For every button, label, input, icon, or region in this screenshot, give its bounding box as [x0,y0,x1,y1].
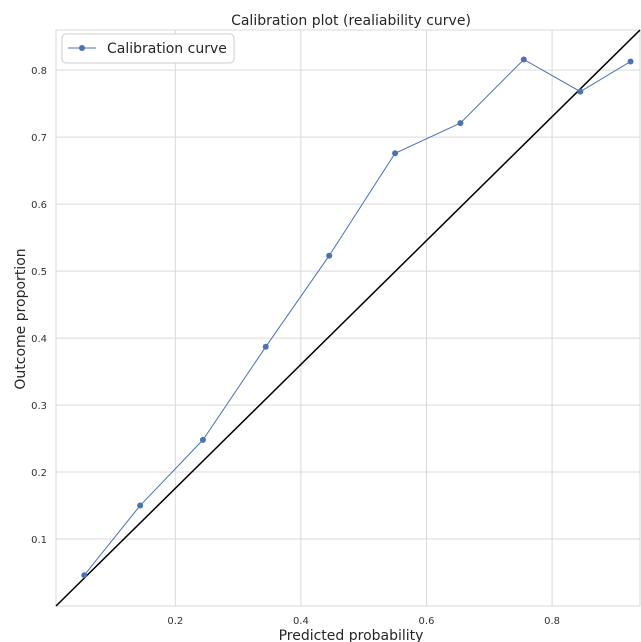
calibration-point [326,252,333,259]
y-tick-label: 0.3 [31,401,47,412]
calibration-point [392,150,399,157]
calibration-point [520,56,527,63]
legend-box [61,33,235,64]
plot-frame [55,29,641,607]
y-tick-label: 0.2 [31,468,47,479]
y-tick-label: 0.8 [31,66,47,77]
calibration-point [577,88,584,95]
y-tick-label: 0.4 [31,334,47,345]
y-tick-labels: 0.1 0.2 0.3 0.4 0.5 0.6 0.7 0.8 [31,66,47,546]
perfect-calibration-line [55,29,641,607]
x-tick-labels: 0.2 0.4 0.6 0.8 [167,616,560,627]
y-tick-label: 0.7 [31,133,47,144]
chart-title: Calibration plot (realiability curve) [231,13,471,29]
legend-marker [79,45,85,51]
calibration-point [137,502,144,509]
calibration-point [81,572,88,579]
legend: Calibration curve [61,33,235,64]
grid [56,30,640,606]
y-tick-label: 0.1 [31,535,47,546]
y-axis-label: Outcome proportion [13,248,29,389]
y-tick-label: 0.6 [31,200,47,211]
reference-line-layer [55,29,641,607]
x-axis-label: Predicted probability [279,628,424,642]
x-tick-label: 0.6 [419,616,435,627]
x-tick-label: 0.2 [167,616,183,627]
y-tick-label: 0.5 [31,267,47,278]
calibration-point [627,58,634,65]
calibration-point [262,343,269,350]
x-tick-label: 0.4 [293,616,309,627]
legend-label: Calibration curve [107,41,227,57]
series-layer [81,56,634,579]
x-tick-label: 0.8 [544,616,560,627]
calibration-point [199,436,206,443]
calibration-curve-line [83,58,631,576]
calibration-point [457,120,464,127]
